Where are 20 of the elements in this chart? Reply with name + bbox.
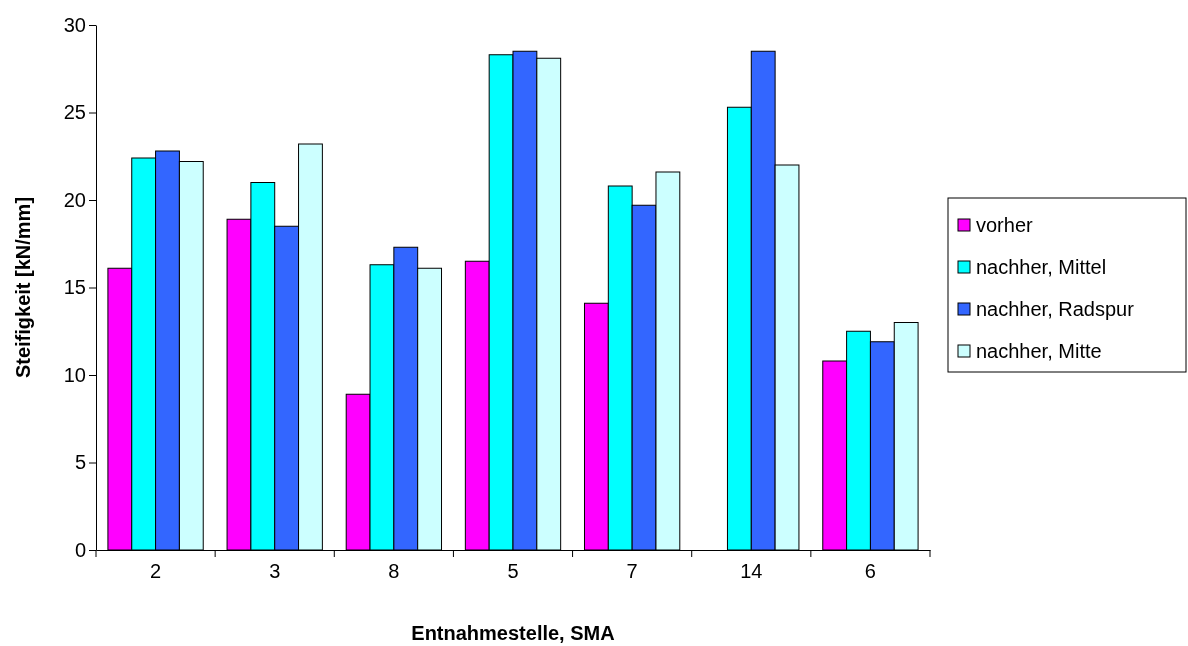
x-tick-label: 14 (740, 560, 763, 583)
x-tick-label: 8 (388, 560, 400, 583)
y-tick-label: 10 (63, 363, 86, 386)
y-tick-label: 20 (63, 188, 86, 211)
y-tick-label: 30 (63, 13, 86, 36)
legend-label: nachher, Radspur (976, 298, 1135, 320)
y-tick-label: 15 (63, 276, 86, 299)
legend-label: nachher, Mittel (976, 256, 1107, 278)
x-tick-label: 6 (864, 560, 876, 583)
legend-label: vorher (976, 214, 1034, 236)
x-tick-label: 7 (626, 560, 638, 583)
y-axis-title: Steifigkeit [kN/mm] (12, 196, 34, 379)
x-tick-label: 2 (150, 560, 162, 583)
legend-label: nachher, Mitte (976, 340, 1102, 362)
x-tick-label: 5 (507, 560, 519, 583)
x-axis-title: Entnahmestelle, SMA (411, 622, 615, 644)
x-tick-label: 3 (269, 560, 281, 583)
y-tick-label: 0 (74, 538, 86, 561)
y-tick-label: 5 (74, 451, 86, 474)
y-tick-label: 25 (63, 101, 86, 124)
